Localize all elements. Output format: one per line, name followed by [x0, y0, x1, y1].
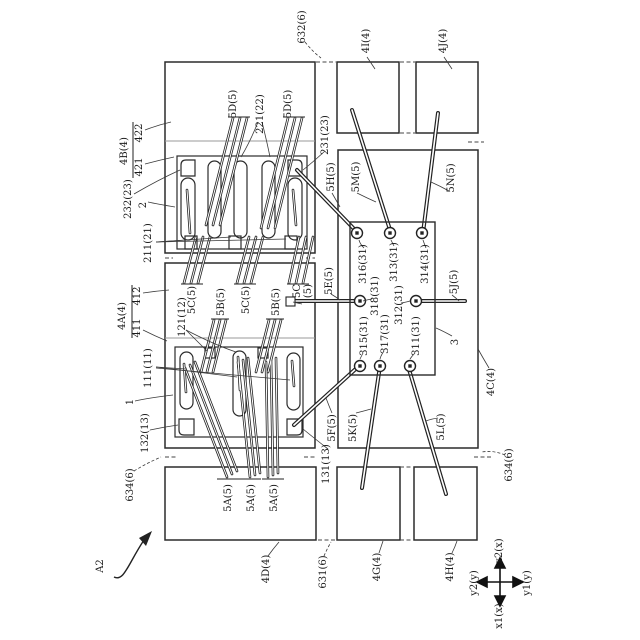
label-brackets	[181, 116, 309, 480]
label-underlines	[131, 122, 134, 338]
base-4d-rect	[164, 466, 317, 541]
pad-4i-rect	[336, 61, 400, 134]
view-a2-arrow	[113, 531, 152, 579]
pad-4h-rect	[413, 466, 478, 541]
gap-dash-marks	[165, 61, 492, 541]
unit-3-rect	[349, 221, 436, 376]
film-4a-rect	[164, 262, 316, 449]
lead-wires	[285, 108, 467, 496]
leader-lines	[133, 41, 506, 557]
terminals-31	[350, 226, 429, 373]
wire-bundles	[182, 116, 315, 479]
axis-compass	[475, 556, 525, 608]
pad-4j-rect	[415, 61, 479, 134]
pad-4g-rect	[336, 466, 401, 541]
